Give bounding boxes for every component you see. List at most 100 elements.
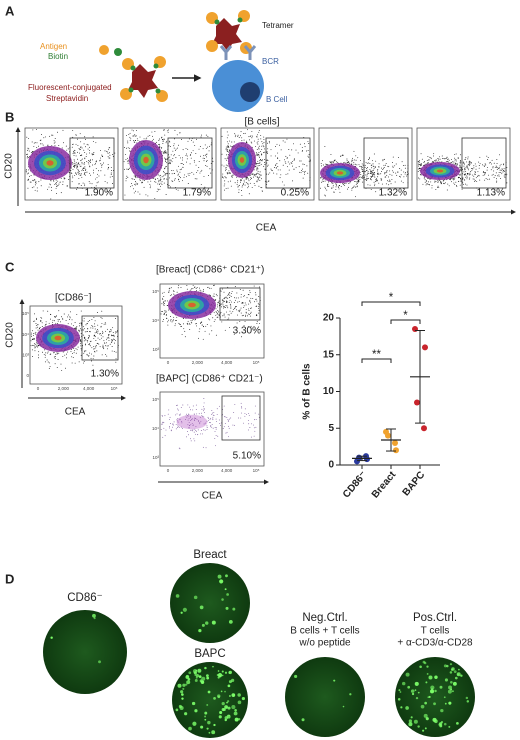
event xyxy=(267,152,269,154)
event xyxy=(139,136,141,138)
event xyxy=(355,186,356,188)
event xyxy=(260,159,261,161)
event xyxy=(291,149,293,151)
event xyxy=(252,135,254,137)
event xyxy=(224,416,226,418)
event xyxy=(196,290,197,292)
spot xyxy=(227,700,230,703)
event xyxy=(176,419,178,421)
event xyxy=(50,198,52,200)
event xyxy=(58,310,60,312)
event xyxy=(485,164,487,166)
event xyxy=(357,185,359,187)
event xyxy=(36,344,38,346)
event xyxy=(477,176,479,177)
event xyxy=(166,152,168,154)
event xyxy=(327,184,329,185)
event xyxy=(85,339,87,341)
gate-percentage: 1.13% xyxy=(477,188,505,199)
event xyxy=(27,178,29,180)
event xyxy=(111,183,113,184)
event xyxy=(500,172,502,174)
event xyxy=(201,415,203,417)
event xyxy=(163,312,165,314)
event xyxy=(193,438,195,440)
event xyxy=(259,179,261,181)
well-label: + α-CD3/α-CD28 xyxy=(397,638,473,649)
event xyxy=(95,178,96,180)
event xyxy=(368,177,369,179)
event xyxy=(25,171,27,173)
event xyxy=(83,334,85,336)
gate xyxy=(461,137,507,189)
event xyxy=(384,172,386,174)
event xyxy=(87,161,89,163)
event xyxy=(227,187,229,189)
event xyxy=(373,153,375,155)
event xyxy=(164,150,166,152)
event xyxy=(422,183,424,185)
event xyxy=(243,179,245,181)
event xyxy=(233,333,235,335)
event xyxy=(225,148,227,150)
event xyxy=(350,163,352,165)
event xyxy=(78,178,80,179)
event xyxy=(226,417,228,418)
event xyxy=(71,319,73,321)
spot xyxy=(428,695,431,699)
event xyxy=(166,178,168,180)
event xyxy=(137,139,139,141)
event xyxy=(40,185,42,187)
event xyxy=(66,353,67,355)
event xyxy=(91,183,93,185)
event xyxy=(249,300,251,302)
event xyxy=(366,167,368,169)
event xyxy=(301,169,302,171)
event xyxy=(84,136,86,138)
spot xyxy=(224,718,227,722)
event xyxy=(227,154,229,156)
event xyxy=(235,306,237,307)
event xyxy=(258,416,260,418)
event xyxy=(173,316,175,318)
event xyxy=(41,317,43,319)
event xyxy=(215,308,217,310)
event xyxy=(367,159,369,160)
event xyxy=(239,309,241,311)
event xyxy=(73,352,75,354)
event xyxy=(227,181,229,183)
event xyxy=(159,138,160,140)
event xyxy=(107,164,109,166)
event xyxy=(213,415,215,416)
event xyxy=(244,184,246,186)
event xyxy=(233,141,235,143)
well-label: w/o peptide xyxy=(298,638,351,649)
event xyxy=(221,164,223,166)
event xyxy=(213,312,215,314)
well-label: CD86⁻ xyxy=(67,592,102,604)
event xyxy=(135,139,137,141)
flow-plot xyxy=(24,127,119,201)
event xyxy=(65,145,67,147)
event xyxy=(445,161,447,162)
event xyxy=(253,183,255,184)
event xyxy=(72,177,74,179)
event xyxy=(354,196,356,198)
event xyxy=(178,284,180,286)
event xyxy=(358,176,360,178)
event xyxy=(324,146,326,148)
event xyxy=(198,337,200,339)
event xyxy=(365,180,367,182)
event xyxy=(77,346,79,348)
event xyxy=(135,184,137,186)
event xyxy=(79,165,81,167)
event xyxy=(109,176,111,178)
event xyxy=(373,165,375,167)
event xyxy=(253,169,255,171)
event xyxy=(189,172,191,174)
event xyxy=(271,169,272,171)
event xyxy=(192,424,194,426)
event xyxy=(200,290,202,292)
event xyxy=(53,180,55,182)
event xyxy=(466,165,468,167)
